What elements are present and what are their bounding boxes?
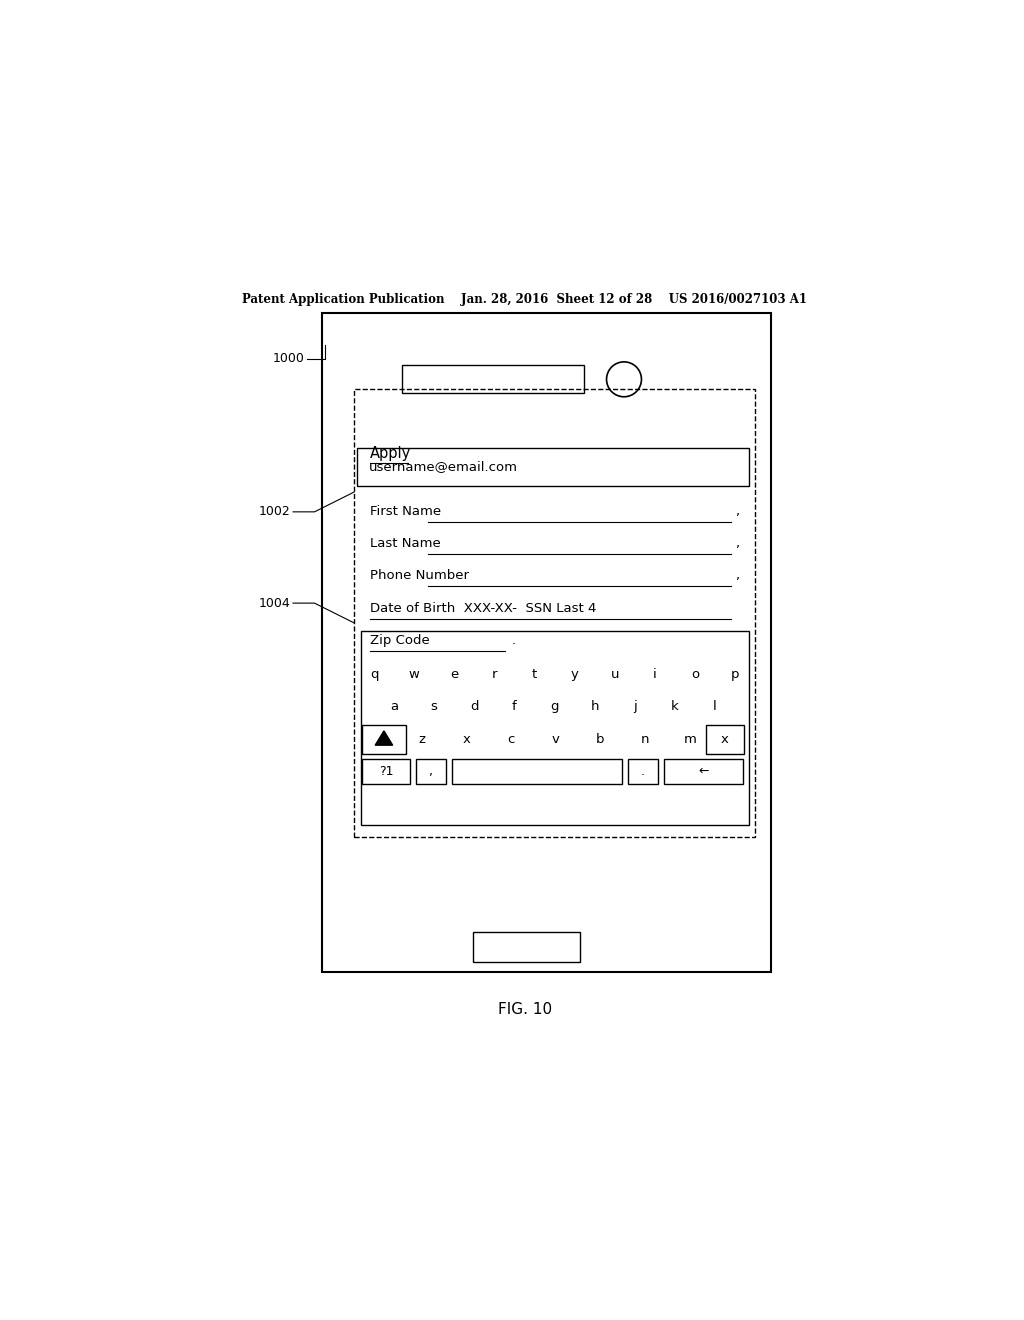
Bar [354, 389, 755, 837]
Text: ?1: ?1 [379, 764, 393, 777]
Bar [356, 447, 750, 486]
Text: c: c [507, 733, 515, 746]
Text: b: b [596, 733, 605, 746]
Text: r: r [492, 668, 497, 681]
Bar [664, 759, 743, 784]
Text: Phone Number: Phone Number [370, 569, 469, 582]
Text: Zip Code: Zip Code [370, 634, 430, 647]
Bar [401, 366, 585, 393]
Text: l: l [713, 700, 717, 713]
Text: ,: , [735, 569, 739, 582]
Text: h: h [591, 700, 599, 713]
Text: ,: , [735, 506, 739, 519]
Text: Apply: Apply [370, 446, 412, 462]
Text: z: z [418, 733, 425, 746]
Text: username@email.com: username@email.com [369, 461, 517, 473]
Text: j: j [633, 700, 637, 713]
Bar [628, 759, 658, 784]
Text: ,: , [429, 764, 433, 777]
Polygon shape [375, 731, 392, 746]
Bar [362, 759, 410, 784]
Text: x: x [721, 733, 729, 746]
Bar [706, 725, 743, 754]
Text: p: p [731, 668, 739, 681]
Text: e: e [451, 668, 459, 681]
Text: .: . [511, 634, 515, 647]
Text: a: a [390, 700, 398, 713]
Text: Patent Application Publication    Jan. 28, 2016  Sheet 12 of 28    US 2016/00271: Patent Application Publication Jan. 28, … [243, 293, 807, 306]
Text: ←: ← [698, 764, 709, 777]
Text: First Name: First Name [370, 506, 441, 519]
Text: v: v [552, 733, 560, 746]
Text: Last Name: Last Name [370, 537, 440, 550]
Text: u: u [610, 668, 618, 681]
Text: .: . [641, 764, 645, 777]
Text: g: g [550, 700, 559, 713]
Bar [473, 932, 581, 962]
Text: y: y [570, 668, 579, 681]
Bar [360, 631, 750, 825]
Text: f: f [512, 700, 517, 713]
Text: n: n [641, 733, 649, 746]
Text: FIG. 10: FIG. 10 [498, 1002, 552, 1016]
Text: 1000: 1000 [272, 352, 304, 366]
Text: Date of Birth  XXX-XX-  SSN Last 4: Date of Birth XXX-XX- SSN Last 4 [370, 602, 596, 615]
Bar [323, 313, 771, 972]
Bar [362, 725, 406, 754]
Text: ,: , [735, 537, 739, 550]
Text: w: w [409, 668, 420, 681]
Text: d: d [470, 700, 478, 713]
Bar [416, 759, 446, 784]
Text: 1002: 1002 [259, 506, 291, 519]
Text: x: x [463, 733, 470, 746]
Text: k: k [671, 700, 679, 713]
Text: t: t [531, 668, 538, 681]
Bar [452, 759, 623, 784]
Text: q: q [370, 668, 378, 681]
Text: m: m [683, 733, 696, 746]
Text: o: o [691, 668, 699, 681]
Text: s: s [431, 700, 437, 713]
Text: i: i [653, 668, 656, 681]
Text: 1004: 1004 [259, 597, 291, 610]
